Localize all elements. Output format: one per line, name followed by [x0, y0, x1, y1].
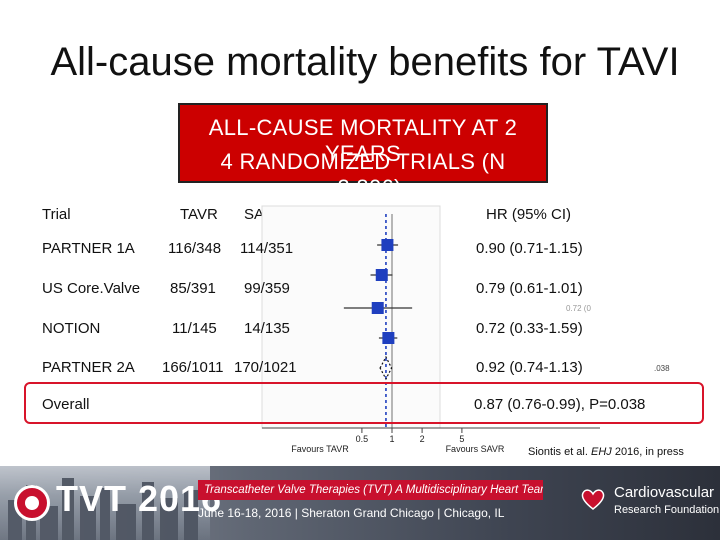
row-tavr-4: 166/1011 — [162, 359, 224, 376]
hr-marker — [375, 269, 388, 281]
faint-hr-label: 0.72 (0 — [566, 304, 591, 313]
plot-background — [261, 205, 441, 429]
row-trial-4: PARTNER 2A — [42, 359, 135, 376]
org-name-line-1: Cardiovascular — [614, 484, 715, 501]
subtitle-line-2: 4 RANDOMIZED TRIALS (N =3,806) — [220, 149, 506, 200]
heart-logo-icon — [581, 489, 605, 510]
favours-savr-label: Favours SAVR — [446, 444, 505, 454]
row-savr-4: 170/1021 — [234, 359, 297, 376]
tvt-logo-icon — [14, 485, 50, 521]
favours-tavr-label: Favours TAVR — [291, 444, 349, 454]
hr-marker — [381, 239, 394, 251]
x-tick-label: 5 — [459, 434, 464, 444]
row-savr-1: 114/351 — [240, 240, 294, 257]
header-trial: Trial — [42, 206, 71, 223]
row-trial-3: NOTION — [42, 320, 101, 337]
citation-suffix: 2016, in press — [611, 446, 684, 458]
row-tavr-1: 116/348 — [168, 240, 222, 257]
overall-label: Overall — [42, 396, 90, 413]
subtitle-line-1: ALL-CAUSE MORTALITY AT 2 YEARS — [208, 115, 518, 166]
row-tavr-2: 85/391 — [170, 280, 216, 297]
row-hr-1: 0.90 (0.71-1.15) — [476, 240, 583, 257]
row-trial-1: PARTNER 1A — [42, 240, 135, 257]
org-name-line-2: Research Foundation — [614, 504, 720, 516]
row-hr-4: 0.92 (0.74-1.13) — [476, 359, 583, 376]
header-tavr: TAVR — [180, 206, 218, 223]
banner-dates: June 16-18, 2016 | Sheraton Grand Chicag… — [198, 506, 505, 520]
row-hr-2: 0.79 (0.61-1.01) — [476, 280, 583, 297]
row-savr-3: 14/135 — [244, 320, 290, 337]
banner-tagline: Transcatheter Valve Therapies (TVT) A Mu… — [198, 480, 543, 500]
subtitle-box: ALL-CAUSE MORTALITY AT 2 YEARS 4 RANDOMI… — [178, 103, 548, 200]
overall-diamond — [379, 355, 393, 381]
overall-highlight-box — [24, 382, 704, 424]
x-tick-label: 0.5 — [356, 434, 369, 444]
tvt-logo-text: TVT 2016 — [56, 478, 223, 519]
hr-marker — [382, 332, 395, 344]
slide-title: All-cause mortality benefits for TAVI — [50, 40, 680, 84]
hr-marker — [371, 302, 384, 314]
conference-banner: TVT 2016 Transcatheter Valve Therapies (… — [0, 466, 720, 540]
row-hr-3: 0.72 (0.33-1.59) — [476, 320, 583, 337]
x-tick-label: 2 — [420, 434, 425, 444]
citation-journal: EHJ — [590, 446, 612, 458]
citation: Siontis et al. EHJ 2016, in press — [528, 446, 684, 458]
faint-p-label: .038 — [654, 364, 670, 373]
citation-prefix: Siontis et al. — [528, 446, 591, 458]
x-tick-label: 1 — [389, 434, 394, 444]
overall-hr: 0.87 (0.76-0.99), P=0.038 — [474, 396, 646, 413]
row-savr-2: 99/359 — [244, 280, 290, 297]
header-hr: HR (95% CI) — [486, 206, 572, 223]
row-trial-2: US Core.Valve — [42, 280, 141, 297]
row-tavr-3: 11/145 — [172, 320, 217, 337]
